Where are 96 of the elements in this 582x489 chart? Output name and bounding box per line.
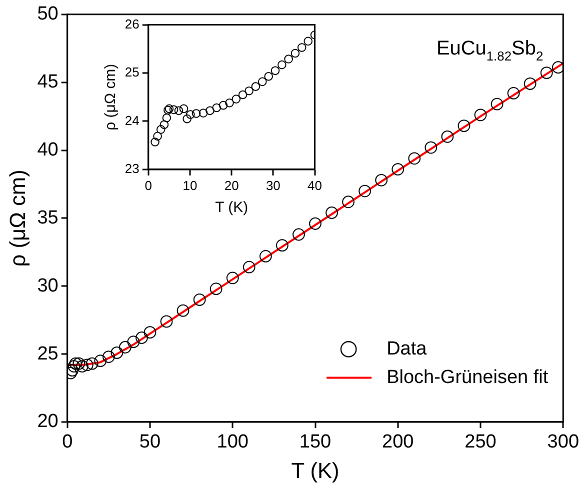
point (160, 120, 169, 130)
y-tick-label: 23 (124, 161, 140, 176)
point (474, 108, 487, 122)
point (69, 357, 82, 370)
point (218, 100, 228, 110)
point (67, 364, 79, 377)
x-tick-label: 150 (299, 432, 332, 453)
point (144, 326, 156, 339)
point (259, 250, 272, 262)
point (212, 103, 222, 112)
point (251, 82, 260, 91)
x-tick-label: 10 (182, 178, 198, 193)
x-tick-label: 0 (144, 178, 152, 193)
point (490, 98, 504, 110)
point (182, 114, 192, 124)
x-tick-label: 200 (382, 432, 414, 453)
point (284, 54, 293, 64)
point (198, 108, 208, 118)
point (162, 113, 172, 122)
point (232, 94, 241, 104)
y-tick-label: 26 (124, 16, 140, 32)
legend-label: Bloch-Grüneisen fit (386, 366, 549, 388)
point (270, 66, 280, 76)
point (86, 357, 98, 370)
point (94, 354, 107, 368)
point (278, 60, 286, 70)
point (540, 66, 553, 80)
legend-label: Data (386, 338, 428, 360)
y-tick-label: 30 (37, 275, 58, 296)
point (292, 228, 305, 241)
point (225, 98, 234, 108)
point (226, 272, 239, 284)
x-tick-label: 100 (216, 432, 248, 453)
point (102, 350, 115, 363)
x-tick-label: 300 (547, 432, 579, 453)
point (193, 294, 206, 306)
point (169, 105, 178, 114)
x-tick-label: 30 (266, 178, 280, 193)
point (290, 48, 300, 58)
point (153, 132, 162, 141)
point (424, 141, 438, 154)
y-axis-title: ρ (μΩ cm) (5, 170, 30, 267)
point (441, 130, 454, 143)
point (242, 260, 256, 274)
y-axis-title: ρ (μΩ cm) (102, 64, 120, 130)
point (80, 358, 94, 372)
point (552, 61, 564, 74)
point (118, 341, 132, 354)
point (358, 184, 372, 198)
point (176, 304, 190, 317)
point (326, 206, 338, 219)
y-tick-label: 35 (37, 207, 58, 228)
point (342, 196, 355, 208)
point (297, 43, 306, 52)
y-tick-label: 24 (124, 112, 140, 128)
y-tick-label: 20 (37, 411, 58, 432)
point (392, 163, 404, 176)
y-tick-label: 25 (37, 343, 58, 364)
x-axis-title: T (K) (215, 199, 248, 216)
x-tick-label: 50 (139, 432, 161, 453)
point (72, 357, 86, 370)
point (186, 110, 195, 119)
point (244, 86, 254, 96)
point (206, 106, 214, 116)
point (210, 282, 222, 296)
point (192, 109, 201, 118)
x-axis-title: T (K) (291, 458, 340, 483)
point (276, 239, 288, 252)
x-tick-label: 250 (464, 432, 496, 453)
point (258, 77, 267, 86)
y-tick-label: 45 (37, 72, 58, 93)
point (150, 138, 160, 146)
point (179, 104, 188, 114)
point (110, 346, 124, 359)
point (127, 336, 140, 348)
point (304, 36, 313, 46)
point (68, 360, 80, 372)
point (238, 90, 248, 100)
y-tick-label: 40 (37, 139, 58, 160)
y-tick-label: 50 (37, 4, 58, 25)
point (160, 315, 173, 328)
point (309, 217, 322, 230)
point (507, 87, 520, 100)
point (136, 332, 148, 344)
point (174, 106, 184, 116)
point (76, 360, 88, 372)
point (408, 152, 421, 165)
point (458, 120, 470, 132)
point (156, 125, 166, 134)
x-tick-label: 40 (308, 178, 322, 193)
point (264, 72, 274, 81)
x-tick-label: 20 (224, 178, 239, 193)
y-tick-label: 25 (124, 64, 140, 80)
point (524, 77, 536, 90)
point (375, 174, 388, 186)
x-tick-label: 0 (62, 432, 73, 453)
